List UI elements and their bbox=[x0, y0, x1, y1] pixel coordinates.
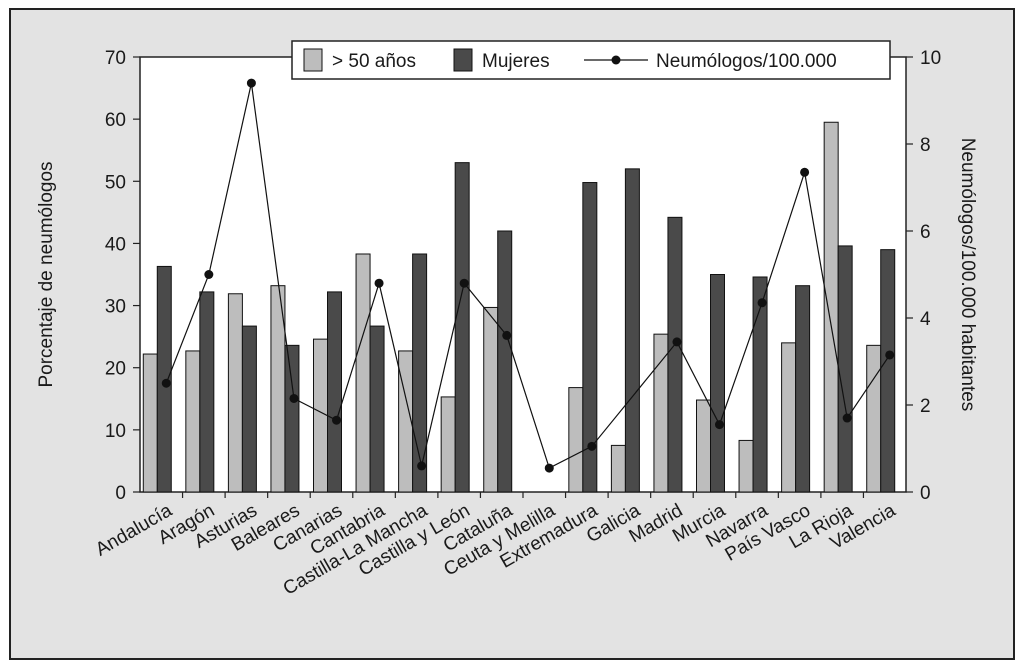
point-neumologos-6 bbox=[417, 461, 427, 471]
bar-mujeres-4 bbox=[327, 291, 342, 493]
ytick-left-label-4: 40 bbox=[105, 234, 126, 255]
bar-mujeres-6 bbox=[412, 253, 428, 493]
point-neumologos-4 bbox=[332, 415, 341, 425]
legend-label-over50: > 50 años bbox=[332, 51, 416, 72]
ytick-right-label-4: 8 bbox=[920, 135, 931, 156]
chart-frame: 0 10 20 30 40 50 60 70 0 2 4 6 8 10 Andalucía Aragón Ast… bbox=[9, 8, 1015, 660]
y-axis-title-left: Porcentaje de neumólogos bbox=[36, 161, 57, 387]
ytick-left-label-2: 20 bbox=[105, 359, 126, 380]
point-neumologos-9 bbox=[544, 463, 554, 473]
bar-mujeres-3 bbox=[284, 344, 300, 493]
bar-mujeres-14 bbox=[752, 276, 768, 493]
point-neumologos-1 bbox=[204, 270, 214, 279]
plot-area bbox=[139, 56, 907, 493]
bar-over50-2 bbox=[227, 293, 243, 493]
bar-over50-6 bbox=[398, 350, 414, 493]
point-neumologos-0 bbox=[161, 378, 171, 388]
bar-over50-7 bbox=[440, 396, 456, 493]
bar-over50-17 bbox=[866, 344, 882, 493]
legend-swatch-over50 bbox=[303, 48, 323, 72]
bar-mujeres-5 bbox=[369, 325, 385, 493]
legend-label-neumologos: Neumólogos/100.000 bbox=[656, 51, 837, 72]
bar-mujeres-16 bbox=[837, 245, 853, 493]
point-neumologos-10 bbox=[587, 441, 597, 451]
bar-over50-8 bbox=[483, 306, 499, 493]
ytick-left-label-0: 0 bbox=[115, 483, 126, 504]
legend-label-mujeres: Mujeres bbox=[482, 51, 550, 72]
chart: 0102030405060700246810AndalucíaAragónAst… bbox=[36, 40, 978, 600]
legend-marker-neumologos bbox=[611, 55, 621, 65]
bar-over50-12 bbox=[653, 333, 669, 493]
point-neumologos-7 bbox=[459, 278, 469, 288]
bar-mujeres-1 bbox=[199, 291, 215, 493]
ytick-left-label-1: 10 bbox=[105, 421, 126, 442]
bar-mujeres-2 bbox=[241, 325, 257, 493]
bar-over50-5 bbox=[355, 253, 371, 493]
bar-mujeres-10 bbox=[582, 182, 598, 493]
ytick-left-label-7: 70 bbox=[105, 48, 126, 69]
ytick-left-label-3: 30 bbox=[105, 297, 126, 318]
bar-over50-16 bbox=[823, 121, 839, 493]
ytick-right-label-5: 10 bbox=[920, 48, 941, 69]
ytick-right-label-3: 6 bbox=[920, 222, 931, 243]
ytick-left-label-6: 60 bbox=[105, 110, 126, 131]
point-neumologos-13 bbox=[715, 420, 724, 430]
bar-over50-13 bbox=[696, 399, 711, 493]
bar-mujeres-11 bbox=[624, 168, 640, 493]
point-neumologos-8 bbox=[502, 330, 512, 340]
bar-mujeres-8 bbox=[497, 230, 513, 493]
bar-mujeres-7 bbox=[454, 162, 470, 493]
point-neumologos-2 bbox=[246, 78, 256, 88]
bar-over50-14 bbox=[738, 439, 754, 493]
point-neumologos-16 bbox=[842, 413, 852, 423]
point-neumologos-14 bbox=[757, 298, 767, 308]
legend-swatch-mujeres bbox=[453, 48, 473, 72]
ytick-right-label-1: 2 bbox=[920, 396, 931, 417]
point-neumologos-12 bbox=[672, 337, 682, 347]
bar-over50-11 bbox=[610, 444, 626, 493]
bar-mujeres-12 bbox=[667, 216, 683, 493]
bar-over50-15 bbox=[781, 342, 797, 493]
point-neumologos-3 bbox=[289, 393, 299, 403]
bar-over50-4 bbox=[313, 338, 328, 493]
ytick-right-label-2: 4 bbox=[920, 309, 931, 330]
y-axis-title-right: Neumólogos/100.000 habitantes bbox=[957, 138, 978, 412]
bar-over50-10 bbox=[568, 387, 584, 493]
point-neumologos-15 bbox=[800, 167, 810, 177]
point-neumologos-5 bbox=[374, 278, 384, 288]
bar-mujeres-13 bbox=[710, 274, 725, 493]
bar-mujeres-15 bbox=[795, 285, 811, 493]
bar-mujeres-17 bbox=[880, 249, 896, 493]
bar-mujeres-0 bbox=[156, 265, 172, 493]
ytick-right-label-0: 0 bbox=[920, 483, 931, 504]
point-neumologos-17 bbox=[885, 350, 895, 360]
ytick-left-label-5: 50 bbox=[105, 172, 126, 193]
bar-over50-1 bbox=[185, 350, 201, 493]
bar-over50-0 bbox=[142, 353, 158, 493]
